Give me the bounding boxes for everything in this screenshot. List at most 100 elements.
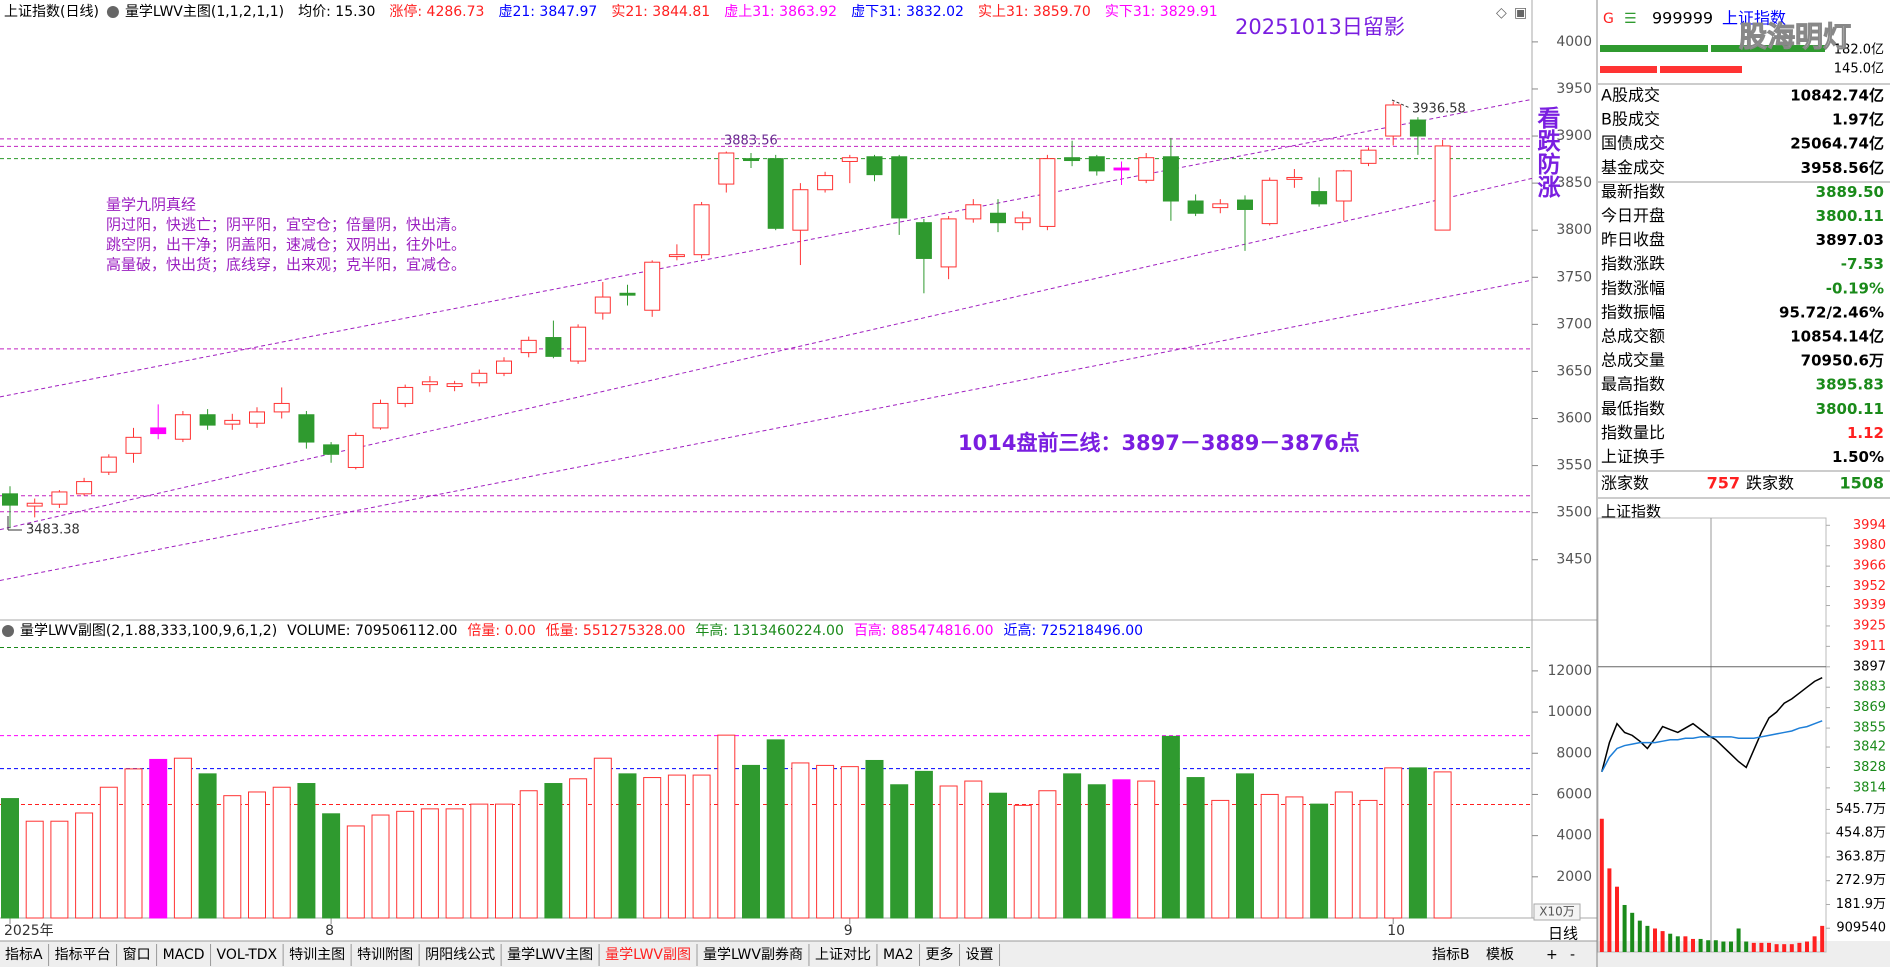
x-tick-label: 9	[844, 923, 853, 939]
tab[interactable]: 阴阳线公式	[425, 947, 495, 963]
tab[interactable]: MACD	[163, 947, 205, 963]
tool-icon[interactable]: ▣	[1514, 5, 1527, 21]
volume-bar	[173, 757, 192, 919]
candle-body	[520, 339, 537, 354]
tab[interactable]: 窗口	[123, 946, 151, 963]
candle-body	[2, 493, 18, 506]
mini-y-tick-label: 3939	[1853, 598, 1886, 613]
header-item: 虚上31: 3863.92	[724, 4, 837, 20]
mini-volume-bar	[1653, 928, 1657, 952]
candle-body	[693, 204, 710, 256]
candle-body	[1311, 191, 1328, 205]
candle-body	[273, 402, 290, 413]
y-tick-label: 6000	[1556, 786, 1592, 802]
candle-body	[1212, 203, 1229, 209]
volume-bar	[470, 803, 489, 919]
volume-bar	[890, 784, 909, 919]
candle-body	[990, 212, 1006, 224]
candle-body	[619, 292, 636, 296]
tab[interactable]: +	[1546, 947, 1558, 963]
volume-bar	[1063, 773, 1082, 919]
candle-body	[1360, 149, 1377, 164]
tab[interactable]: 特训附图	[357, 947, 413, 963]
dropdown-icon[interactable]	[106, 6, 119, 18]
volume-bar	[865, 759, 884, 919]
candle-body	[76, 481, 93, 495]
header-item: 量学LWV主图(1,1,2,1,1)	[125, 4, 284, 20]
candle-body	[421, 381, 438, 386]
volume-bar	[1236, 773, 1254, 919]
volume-header-item: 百高: 885474816.00	[854, 622, 994, 639]
candle-body	[1385, 104, 1402, 137]
trend-line	[0, 98, 1533, 398]
info-value: 1.12	[1847, 424, 1884, 442]
y-tick-label: 3850	[1556, 175, 1592, 191]
candle-body	[199, 414, 216, 426]
tab[interactable]: 量学LWV副图	[605, 947, 691, 963]
candle-body	[26, 502, 43, 507]
y-tick-label: 3700	[1556, 316, 1592, 332]
mini-volume-bar	[1774, 944, 1779, 952]
tab[interactable]: 指标平台	[55, 947, 111, 963]
mini-volume-tick-label: 272.9万	[1836, 873, 1886, 888]
tab-bar	[0, 941, 1890, 967]
tool-icon[interactable]: ◇	[1496, 5, 1507, 21]
candle-body	[323, 444, 340, 455]
mini-volume-bar	[1660, 931, 1665, 952]
info-value: -0.19%	[1826, 279, 1884, 297]
scale-bar	[1600, 66, 1657, 73]
volume-bar	[75, 812, 94, 919]
volume-bar	[50, 820, 69, 919]
candle-body	[1039, 158, 1056, 227]
tab[interactable]: 指标B	[1432, 947, 1470, 963]
y-tick-label: 3550	[1556, 458, 1592, 474]
candle-body	[1014, 217, 1031, 224]
candle-body	[1409, 119, 1426, 137]
volume-header-item: 量学LWV副图(2,1.88,333,100,9,6,1,2)	[20, 623, 277, 639]
period-label[interactable]: 日线	[1548, 925, 1578, 943]
badge[interactable]: G	[1603, 11, 1614, 27]
info-value: 3958.56亿	[1801, 159, 1884, 177]
note-text: 高量破，快出货；底线穿，出来观；克半阳，宜减仓。	[106, 256, 466, 274]
tab[interactable]: 量学LWV主图	[507, 947, 593, 963]
tab[interactable]: 特训主图	[289, 947, 345, 963]
mini-volume-bar	[1622, 904, 1627, 952]
mini-volume-tick-label: 909540	[1836, 921, 1886, 936]
candle-body	[1088, 156, 1105, 172]
mini-volume-bar	[1637, 920, 1642, 952]
header-item: 实21: 3844.81	[611, 4, 710, 20]
volume-bar	[717, 734, 736, 919]
volume-bar	[124, 768, 143, 919]
volume-bar	[1408, 767, 1427, 919]
tab[interactable]: -	[1570, 947, 1575, 963]
tab[interactable]: MA2	[883, 947, 914, 963]
tab[interactable]: 模板	[1486, 947, 1514, 963]
annotation: 20251013日留影	[1235, 15, 1405, 39]
mini-volume-bar	[1751, 942, 1756, 952]
tab[interactable]: 更多	[926, 946, 954, 963]
candle-body	[817, 175, 834, 191]
dropdown-icon[interactable]	[2, 625, 14, 637]
mini-volume-tick-label: 363.8万	[1836, 849, 1886, 864]
volume-bar	[519, 790, 538, 919]
info-label: 指数涨幅	[1601, 278, 1665, 297]
tab[interactable]: VOL-TDX	[217, 947, 278, 963]
stock-code: 999999	[1652, 9, 1713, 28]
tab[interactable]: 量学LWV副券商	[703, 947, 803, 963]
info-label: 基金成交	[1601, 158, 1665, 177]
tab[interactable]: 上证对比	[815, 947, 871, 963]
unit-box	[1533, 903, 1581, 921]
volume-bar	[643, 777, 662, 919]
stock-name: 上证指数	[1722, 9, 1786, 28]
candle-body	[174, 414, 191, 440]
menu-icon[interactable]: ☰	[1624, 11, 1637, 27]
candle-body	[397, 386, 414, 404]
candle-body	[100, 456, 117, 473]
candle-body	[471, 372, 488, 384]
tab[interactable]: 设置	[966, 947, 994, 963]
annotation: 看跌防涨	[1533, 106, 1561, 199]
info-label: 指数振幅	[1601, 302, 1665, 321]
tab[interactable]: 指标A	[5, 947, 43, 963]
mini-y-tick-label: 3925	[1853, 618, 1886, 633]
volume-bar	[248, 791, 266, 919]
